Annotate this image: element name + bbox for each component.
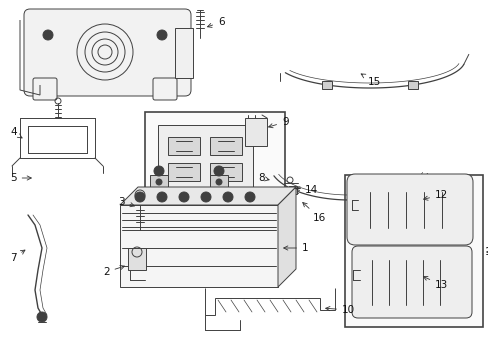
Polygon shape <box>120 187 295 205</box>
Text: 8: 8 <box>258 173 268 183</box>
Bar <box>120 205 278 287</box>
Bar <box>209 137 242 155</box>
FancyBboxPatch shape <box>24 9 191 96</box>
Text: 4: 4 <box>10 127 22 138</box>
Bar <box>345 175 482 327</box>
Text: 9: 9 <box>268 117 288 128</box>
Bar <box>175 28 193 78</box>
Bar <box>209 175 227 189</box>
Bar <box>321 81 331 89</box>
Text: 1: 1 <box>283 243 308 253</box>
Circle shape <box>216 179 222 185</box>
Bar <box>168 163 200 181</box>
Circle shape <box>43 30 53 40</box>
Circle shape <box>157 192 167 202</box>
Circle shape <box>244 192 254 202</box>
Circle shape <box>256 196 260 200</box>
FancyBboxPatch shape <box>351 246 471 318</box>
Bar <box>168 189 200 207</box>
Text: 5: 5 <box>10 173 31 183</box>
Text: 7: 7 <box>10 250 25 263</box>
Circle shape <box>154 166 163 176</box>
FancyBboxPatch shape <box>153 78 177 100</box>
Circle shape <box>179 192 189 202</box>
Text: 13: 13 <box>423 276 447 290</box>
Text: 10: 10 <box>325 305 354 315</box>
Polygon shape <box>278 187 295 287</box>
Text: 16: 16 <box>302 203 325 223</box>
Text: 12: 12 <box>423 190 447 200</box>
Bar <box>150 175 168 189</box>
Bar <box>289 186 297 194</box>
Bar <box>407 81 417 89</box>
Circle shape <box>135 192 145 202</box>
Circle shape <box>214 166 224 176</box>
Circle shape <box>156 179 162 185</box>
Text: 15: 15 <box>361 74 381 87</box>
Bar <box>244 118 266 146</box>
Bar <box>168 137 200 155</box>
Bar <box>128 248 146 270</box>
Text: 14: 14 <box>295 185 318 195</box>
Bar <box>392 189 400 197</box>
Text: 3: 3 <box>118 197 134 207</box>
Bar <box>209 189 242 207</box>
Circle shape <box>157 30 167 40</box>
Text: 2: 2 <box>103 265 124 277</box>
FancyBboxPatch shape <box>33 78 57 100</box>
Circle shape <box>201 192 210 202</box>
Text: 11: 11 <box>484 247 488 257</box>
FancyBboxPatch shape <box>346 174 472 245</box>
Bar <box>145 112 285 214</box>
Bar <box>209 163 242 181</box>
Circle shape <box>37 312 47 322</box>
Circle shape <box>223 192 232 202</box>
Text: 6: 6 <box>207 17 224 27</box>
Bar <box>158 125 252 213</box>
